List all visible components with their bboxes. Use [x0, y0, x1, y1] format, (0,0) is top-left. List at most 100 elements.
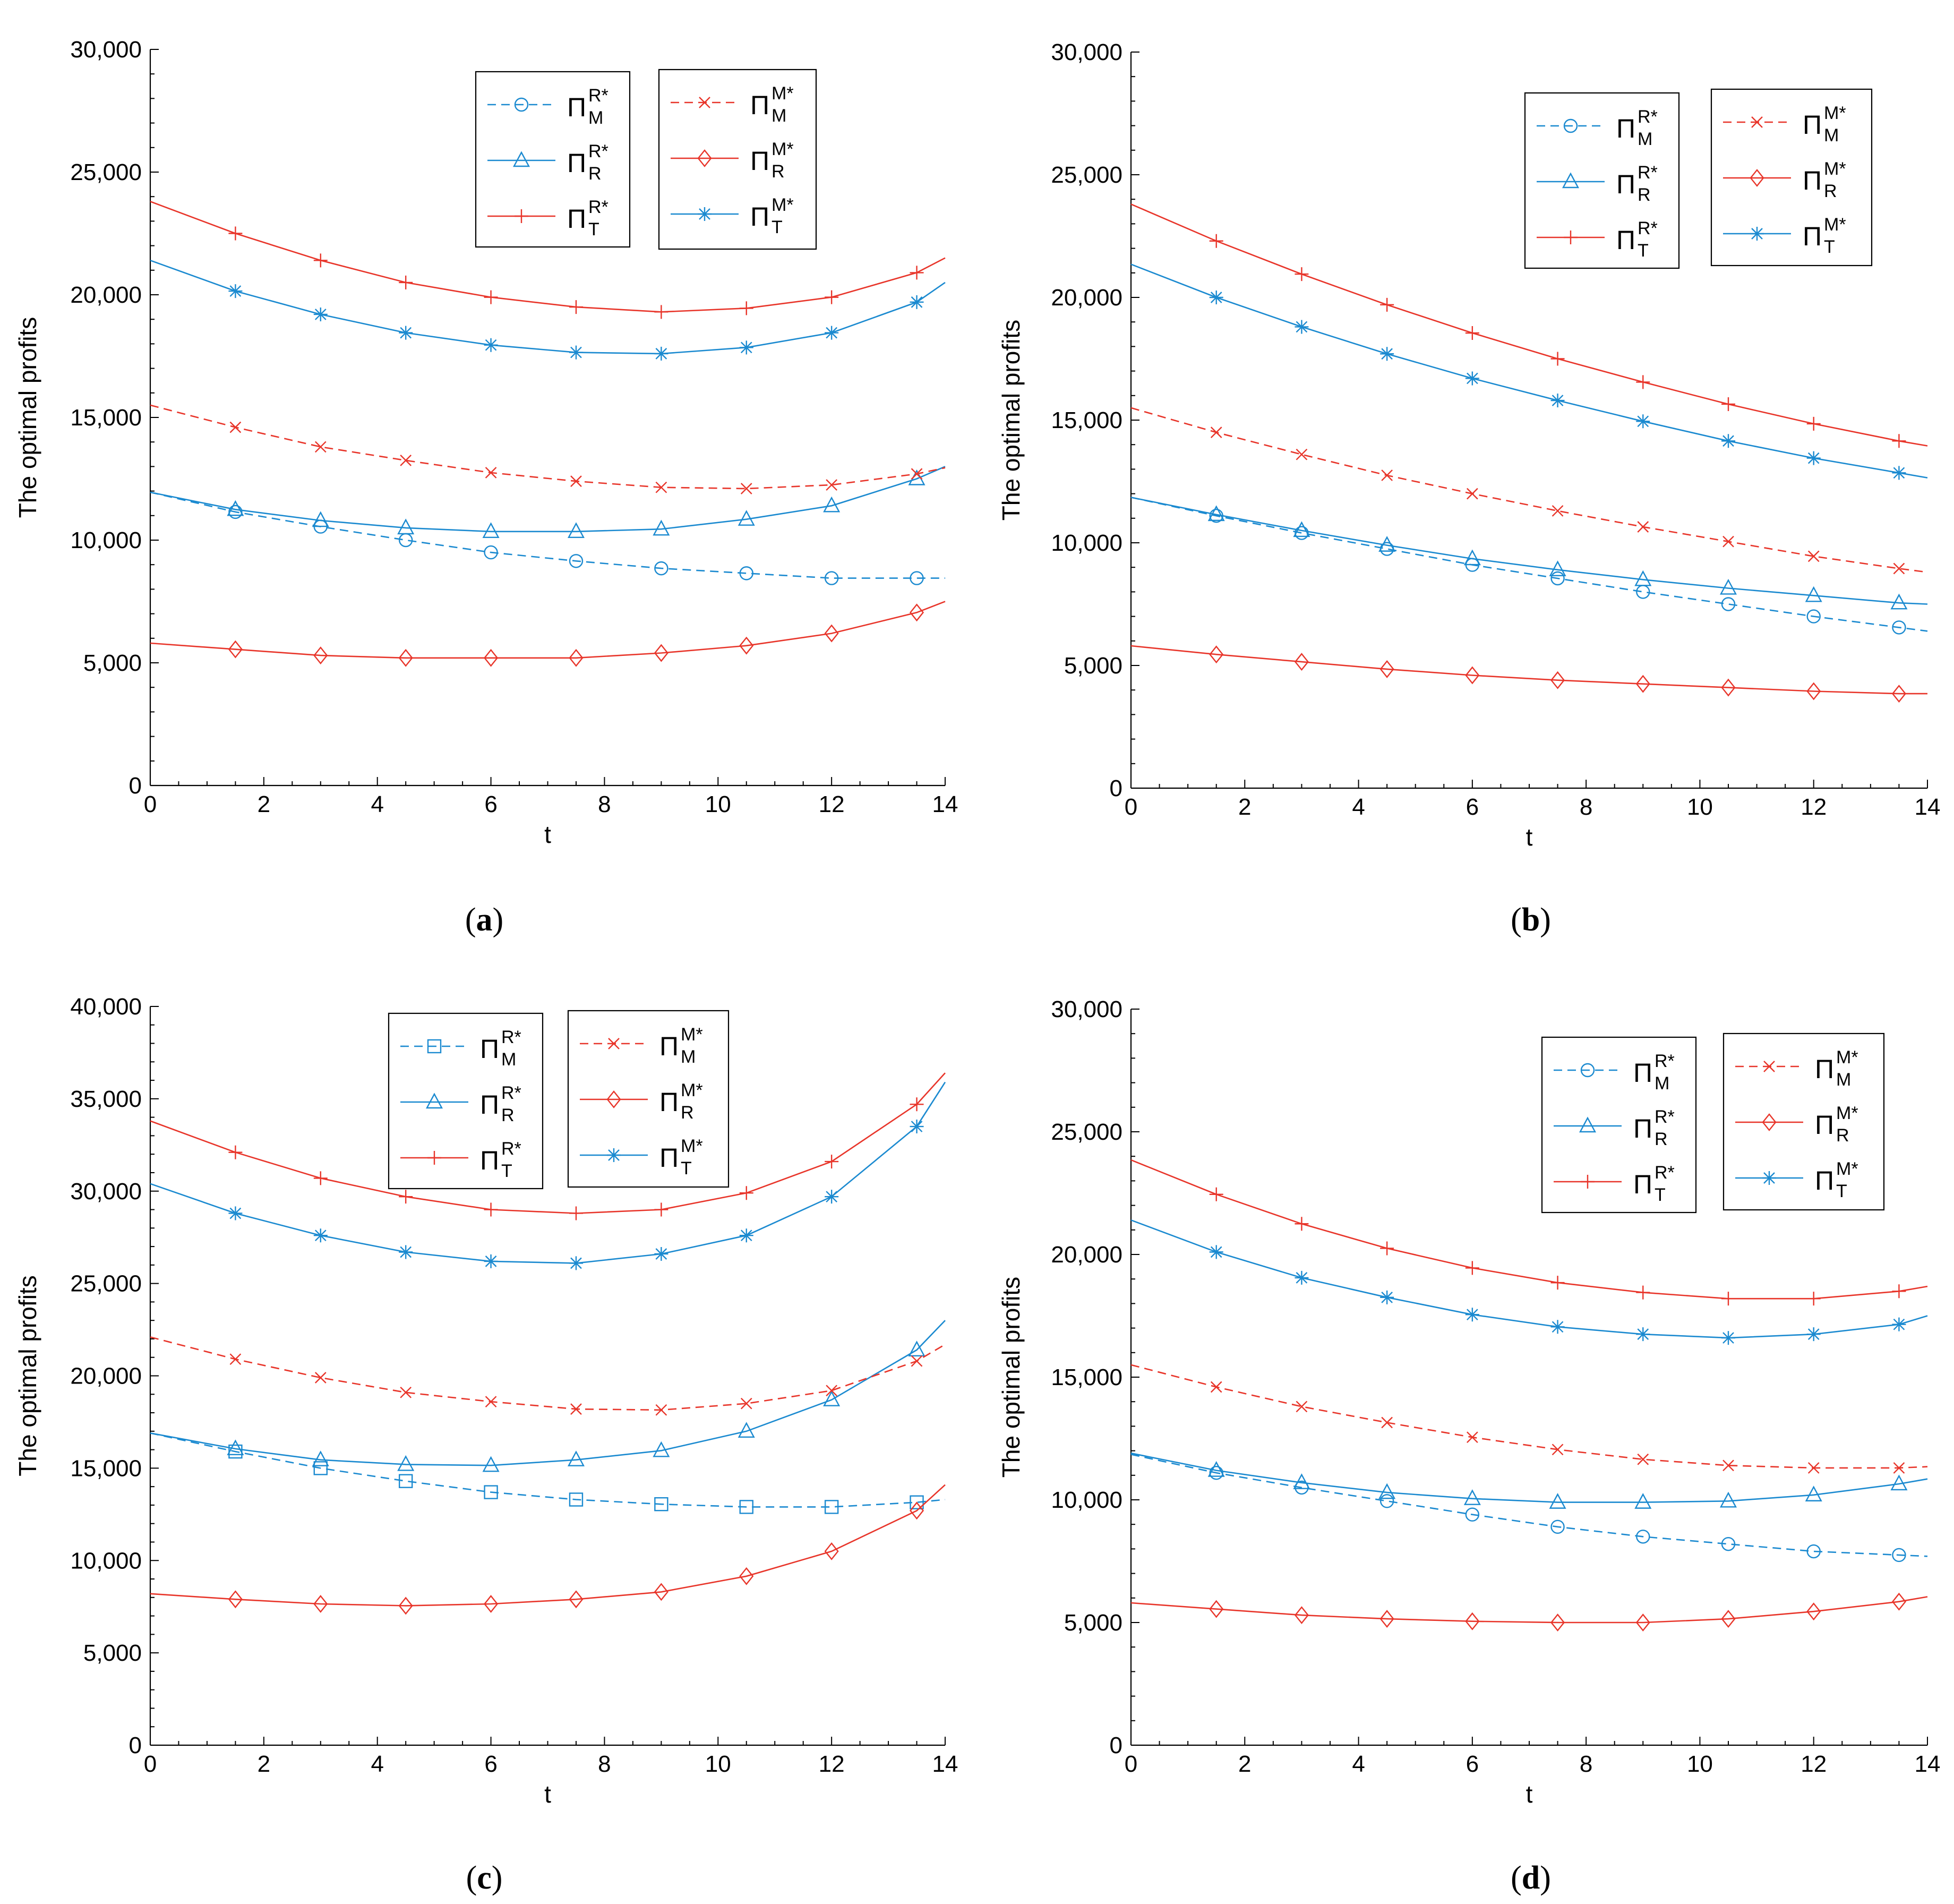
data-point — [313, 646, 328, 665]
data-point — [910, 295, 924, 309]
legend-superscript: R* — [501, 1083, 521, 1103]
legend-frame — [658, 69, 817, 250]
data-point — [739, 1186, 753, 1200]
data-point — [1635, 1613, 1650, 1632]
series-line — [150, 1081, 946, 1264]
data-point — [1295, 1270, 1309, 1285]
data-point — [313, 1228, 328, 1243]
y-tick-label: 5,000 — [83, 650, 142, 676]
legend-marker — [514, 97, 529, 112]
data-point — [1210, 426, 1222, 438]
series-r-m — [150, 601, 946, 667]
legend-subscript: T — [1655, 1185, 1666, 1205]
series-t-r — [150, 1072, 946, 1220]
series-t-r — [150, 201, 946, 319]
y-axis-label: The optimal profits — [997, 320, 1025, 520]
series-line — [150, 1072, 946, 1214]
legend-label: Π — [1633, 1114, 1652, 1143]
data-point — [1634, 570, 1652, 586]
legend-superscript: M* — [772, 195, 794, 215]
y-tick-label: 30,000 — [70, 37, 142, 63]
data-point — [1635, 674, 1650, 693]
data-point — [570, 475, 582, 487]
legend-subscript: T — [588, 219, 599, 240]
data-point — [313, 1461, 328, 1475]
data-point — [1807, 550, 1820, 562]
data-point — [1380, 1241, 1394, 1256]
data-point — [482, 522, 500, 539]
data-point — [1207, 505, 1225, 522]
data-point — [569, 300, 583, 314]
legend-superscript: R* — [1655, 1163, 1675, 1183]
data-point — [1465, 666, 1480, 685]
data-point — [1379, 660, 1394, 678]
legend-label: Π — [1815, 1110, 1834, 1140]
y-tick-label: 30,000 — [1051, 39, 1122, 65]
y-tick-label: 25,000 — [1051, 162, 1122, 188]
data-point — [484, 545, 498, 560]
data-point — [909, 603, 924, 622]
series-t-m — [1130, 1219, 1928, 1345]
legend-superscript: R* — [1638, 218, 1658, 238]
data-point — [1806, 1544, 1821, 1559]
data-point — [825, 326, 839, 340]
legend-superscript: M* — [681, 1024, 703, 1045]
data-point — [228, 505, 243, 519]
legend-subscript: T — [1836, 1181, 1847, 1201]
data-point — [1721, 597, 1736, 611]
legend-box: Π MM*Π RM*Π TM* — [1722, 1032, 1885, 1211]
data-point — [823, 496, 841, 513]
y-ticks — [1131, 52, 1139, 789]
data-point — [567, 522, 585, 539]
data-point — [1379, 1494, 1394, 1508]
data-point — [1209, 1600, 1224, 1618]
legend-marker — [515, 209, 528, 223]
legend-frame — [475, 71, 631, 248]
data-point — [229, 421, 242, 433]
data-point — [1722, 1459, 1734, 1472]
y-tick-label: 25,000 — [70, 1271, 142, 1297]
x-tick-label: 4 — [1352, 1751, 1365, 1777]
data-point — [1550, 394, 1565, 408]
legend-marker — [427, 1039, 442, 1054]
y-tick-label: 30,000 — [70, 1179, 142, 1205]
legend-marker — [699, 97, 710, 108]
legend-marker — [606, 1090, 621, 1108]
series-line — [150, 491, 945, 579]
legend-superscript: R* — [1655, 1107, 1675, 1127]
data-point — [482, 1456, 500, 1472]
data-point — [1465, 371, 1479, 386]
legend-subscript: M — [772, 106, 786, 126]
legend-label: Π — [480, 1146, 499, 1175]
data-point — [228, 640, 243, 659]
legend-label: Π — [659, 1143, 679, 1173]
legend-marker — [512, 151, 530, 167]
data-point — [1550, 571, 1565, 586]
data-point — [1381, 1416, 1393, 1429]
data-point — [1805, 586, 1822, 602]
data-point — [1893, 1462, 1905, 1474]
data-point — [399, 1190, 413, 1204]
data-point — [1207, 1461, 1225, 1477]
data-point — [1293, 521, 1310, 537]
legend-marker — [1580, 1063, 1595, 1078]
series-m-r — [1130, 1454, 1928, 1563]
x-tick-label: 14 — [932, 791, 958, 817]
legend-subscript: R — [772, 161, 785, 182]
legend-subscript: R — [1824, 181, 1837, 201]
legend-marker — [1562, 172, 1580, 189]
data-point — [910, 266, 924, 280]
y-tick-label: 15,000 — [1051, 407, 1122, 433]
legend-marker — [1750, 227, 1764, 241]
series-r-r — [1130, 497, 1928, 610]
x-tick-label: 6 — [1466, 1751, 1479, 1777]
data-point — [397, 518, 415, 535]
x-tick-label: 12 — [819, 791, 845, 817]
y-axis-label: The optimal profits — [14, 1275, 41, 1476]
data-point — [228, 284, 243, 298]
data-point — [569, 648, 584, 667]
data-point — [826, 1385, 837, 1397]
y-tick-label: 25,000 — [70, 159, 142, 185]
legend-label: Π — [480, 1034, 499, 1064]
panel-caption: (a) — [465, 902, 503, 938]
